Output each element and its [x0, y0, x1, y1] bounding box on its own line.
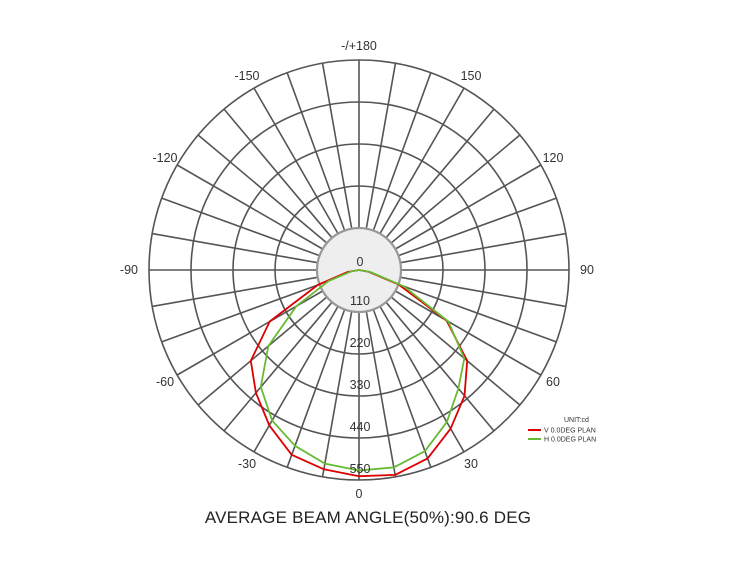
polar-grid: [148, 59, 570, 481]
angle-tick-label: 30: [464, 457, 478, 471]
angle-tick-label: 90: [580, 263, 594, 277]
beam-angle-caption: AVERAGE BEAM ANGLE(50%):90.6 DEG: [204, 508, 532, 527]
grid-ring: [274, 185, 444, 355]
angle-tick-label: -120: [152, 151, 177, 165]
angle-tick-label: 120: [543, 151, 564, 165]
series-h-curve: [259, 269, 466, 472]
radial-tick-label: 110: [350, 294, 370, 308]
angle-tick-label: -150: [234, 69, 259, 83]
radial-tick-label: 440: [350, 420, 371, 434]
grid-ring: [190, 101, 528, 439]
angle-tick-label: -/+180: [341, 39, 377, 53]
angle-tick-label: -90: [120, 263, 138, 277]
legend-entry-v: V 0.0DEG PLAN: [544, 428, 596, 435]
grid-ring: [315, 226, 403, 314]
radial-tick-label: 220: [350, 336, 371, 350]
radial-tick-label: 330: [350, 378, 371, 392]
angle-tick-label: 60: [546, 375, 560, 389]
axis-labels: -/+180 150 120 90 60 30 0 -30 -60 -90 -120 -150 0 110…: [120, 39, 594, 501]
legend-unit-label: UNIT:cd: [564, 417, 589, 424]
grid-ring: [232, 143, 486, 397]
angle-tick-label: 0: [356, 487, 363, 501]
radial-tick-label: 550: [350, 462, 371, 476]
legend-entry-h: H 0.0DEG PLAN: [544, 437, 596, 444]
radial-tick-label: 0: [357, 255, 364, 269]
angle-tick-label: -30: [238, 457, 256, 471]
angle-tick-label: -60: [156, 375, 174, 389]
angle-tick-label: 150: [461, 69, 482, 83]
grid-ring: [148, 59, 570, 481]
legend: UNIT:cd V 0.0DEG PLAN H 0.0DEG PLAN: [528, 417, 596, 444]
series-curves: [249, 269, 469, 478]
